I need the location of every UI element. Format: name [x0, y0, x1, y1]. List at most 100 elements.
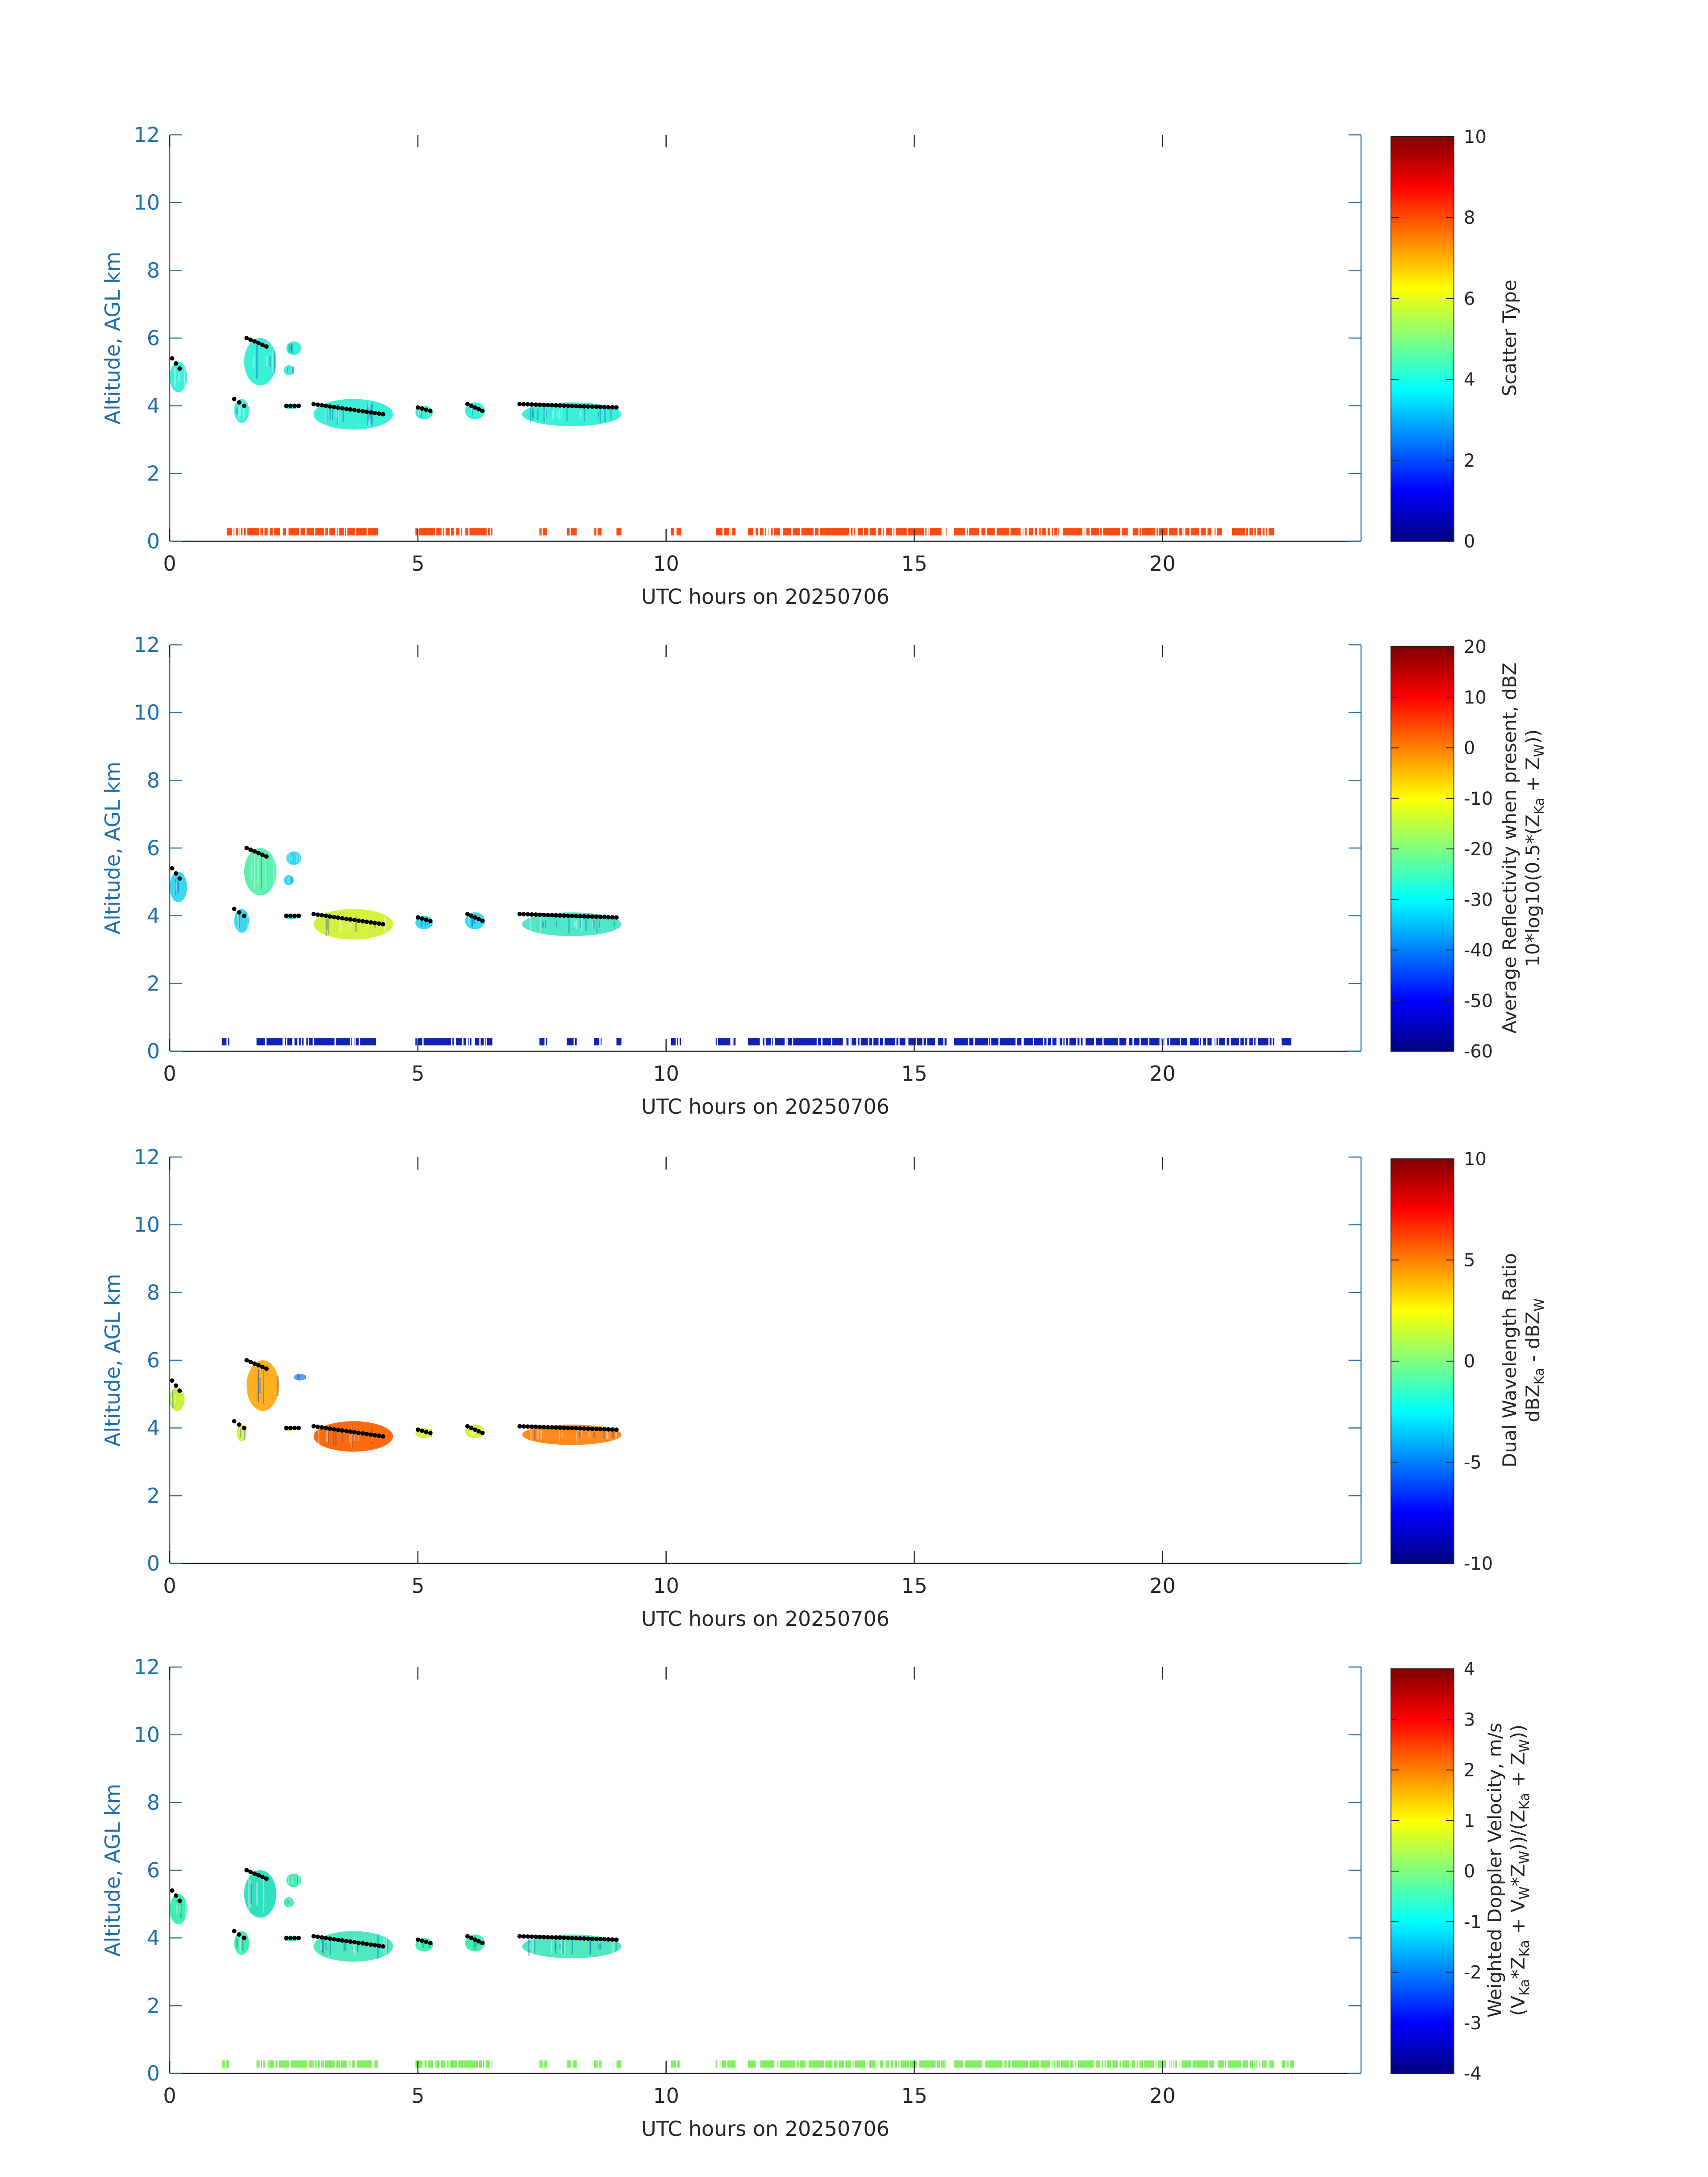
- y-tick-label: 6: [147, 1858, 160, 1882]
- surface-band-gap: [471, 1038, 473, 1046]
- surface-band-gap: [1253, 528, 1255, 536]
- cloud-top-point: [598, 915, 603, 919]
- surface-band-gap: [335, 528, 337, 536]
- echo-texture: [564, 1937, 566, 1956]
- cloud-top-point: [296, 1935, 301, 1940]
- colorbar: -10 -5 0 5 10 Dual Wavelength Ratio dBZKa - dB…: [1391, 1149, 1547, 1574]
- plot-area: [170, 1667, 1361, 2073]
- colorbar: 0 2 4 6 8 10 Scatter Type: [1391, 127, 1520, 552]
- surface-band-gap: [287, 528, 289, 536]
- echo-texture: [171, 1396, 172, 1402]
- echo-texture: [568, 915, 570, 934]
- surface-band-gap: [922, 1038, 924, 1046]
- cloud-top-point: [554, 1425, 559, 1430]
- cloud-top-point: [424, 917, 429, 922]
- surface-band-gap: [1167, 528, 1169, 536]
- echo-texture: [545, 920, 547, 928]
- surface-band-gap: [837, 2060, 839, 2068]
- cloud-top-point: [323, 913, 328, 918]
- cloud-top-point: [292, 1935, 297, 1940]
- surface-band-segment: [1282, 2060, 1294, 2068]
- cloud-top-point: [177, 876, 182, 881]
- echo-texture: [559, 1944, 561, 1949]
- echo-texture: [236, 1938, 238, 1948]
- surface-band-gap: [935, 1038, 937, 1046]
- cloud-top-point: [332, 1937, 337, 1942]
- surface-band-gap: [1244, 1038, 1245, 1046]
- surface-band-gap: [1118, 2060, 1120, 2068]
- cloud-top-point: [574, 404, 579, 409]
- surface-band-gap: [968, 528, 969, 536]
- colorbar-tick-label: -2: [1464, 1963, 1482, 1983]
- echo-texture: [566, 407, 568, 421]
- cloud-top-point: [533, 402, 538, 407]
- echo-texture: [347, 919, 349, 930]
- surface-band-gap: [346, 528, 347, 536]
- surface-band-gap: [347, 2060, 349, 2068]
- echo-texture: [185, 1898, 187, 1920]
- surface-band-gap: [758, 528, 760, 536]
- echo-texture: [239, 1938, 241, 1948]
- echo-texture: [342, 407, 344, 422]
- surface-band-gap: [730, 1038, 732, 1046]
- cloud-top-point: [328, 1426, 333, 1431]
- surface-band-gap: [435, 528, 437, 536]
- surface-band-gap: [1121, 2060, 1123, 2068]
- y-ticks: 0 2 4 6 8 10 12: [134, 1145, 1361, 1575]
- surface-band-gap: [924, 528, 926, 536]
- panel-average-reflectivity: 0 2 4 6 8 10 12 0 5 10 15 20 UTC hours on 20250706 Al…: [100, 633, 1547, 1119]
- cloud-top-point: [368, 920, 373, 925]
- echo-texture: [530, 405, 531, 424]
- surface-band-gap: [1199, 1038, 1200, 1046]
- echo-blob: [284, 365, 294, 376]
- formula-text: )): [1507, 1725, 1529, 1739]
- cloud-top-point: [549, 913, 554, 918]
- cloud-top-point: [288, 1935, 293, 1940]
- y-ticks: 0 2 4 6 8 10 12: [134, 633, 1361, 1063]
- surface-band-gap: [1264, 528, 1266, 536]
- cloud-top-point: [356, 408, 361, 413]
- surface-band-gap: [1148, 1038, 1149, 1046]
- surface-band-gap: [995, 528, 997, 536]
- surface-band-gap: [1247, 1038, 1249, 1046]
- cloud-top-point: [480, 1431, 485, 1436]
- surface-band-gap: [350, 1038, 351, 1046]
- echo-texture: [243, 1427, 245, 1439]
- surface-band-gap: [856, 528, 858, 536]
- cloud-top-point: [472, 405, 477, 410]
- echo-texture: [326, 1431, 328, 1442]
- cloud-top-point: [170, 1378, 175, 1383]
- cloud-top-point: [348, 407, 353, 412]
- plot-area: [170, 135, 1361, 541]
- surface-band-gap: [462, 528, 464, 536]
- surface-band-gap: [1022, 1038, 1024, 1046]
- cloud-top-point: [476, 1429, 481, 1434]
- surface-band-gap: [1174, 2060, 1176, 2068]
- surface-band-gap: [284, 1038, 285, 1046]
- surface-band-gap: [1128, 1038, 1129, 1046]
- surface-band-gap: [1248, 1038, 1249, 1046]
- echo-texture: [419, 409, 421, 416]
- cloud-top-markers: [170, 1868, 619, 1949]
- surface-band-gap: [334, 1038, 336, 1046]
- x-ticks: 0 5 10 15 20: [163, 135, 1176, 576]
- cloud-top-point: [323, 403, 328, 408]
- echo-texture: [580, 920, 581, 928]
- echo-texture: [603, 1430, 605, 1439]
- surface-band-gap: [477, 2060, 479, 2068]
- echo-texture: [253, 355, 255, 368]
- cloud-top-point: [521, 1424, 526, 1429]
- echo-texture: [591, 921, 593, 927]
- surface-band-gap: [769, 528, 771, 536]
- surface-band-gap: [726, 2060, 727, 2068]
- surface-band-gap: [1187, 1038, 1189, 1046]
- cloud-top-point: [177, 366, 182, 371]
- echo-texture: [470, 1428, 472, 1434]
- surface-band-gap: [451, 1038, 453, 1046]
- echo-texture: [263, 1875, 264, 1913]
- cloud-top-point: [598, 405, 603, 409]
- echo-texture: [604, 406, 606, 422]
- surface-band-gap: [1090, 528, 1091, 536]
- cloud-top-point: [570, 1425, 575, 1430]
